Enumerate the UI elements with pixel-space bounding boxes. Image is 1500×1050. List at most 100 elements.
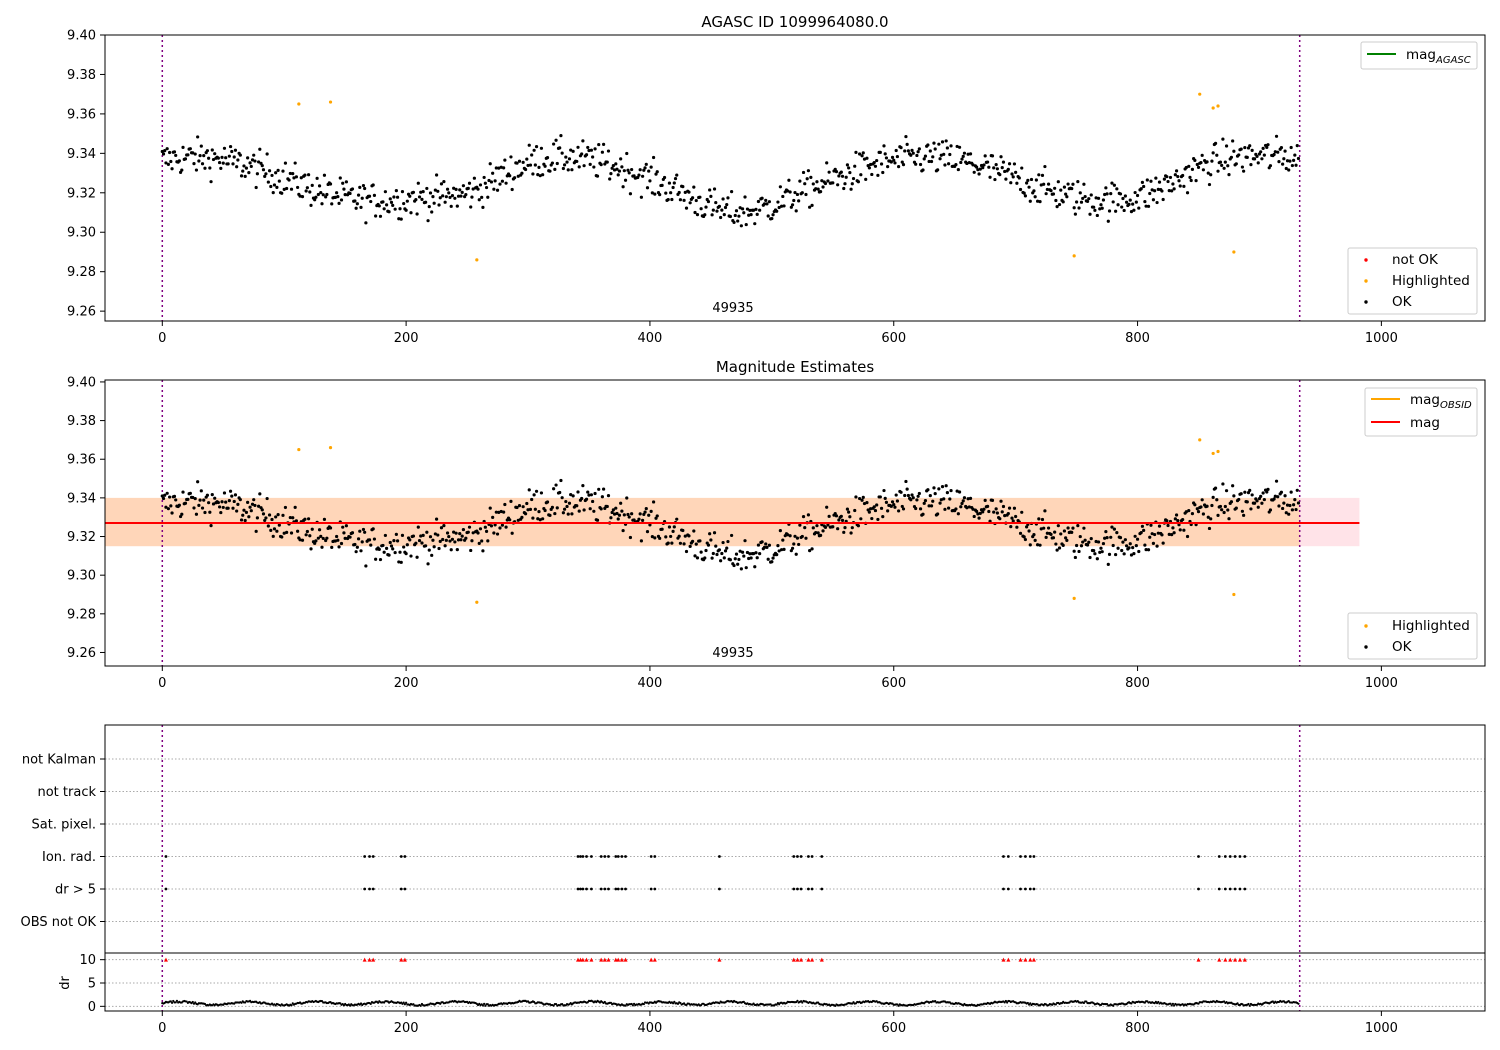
- p1-ok-point: [508, 174, 512, 178]
- p2-ok-point: [1213, 486, 1218, 490]
- legend-highlighted-marker: [1364, 279, 1368, 283]
- p2-ok-point: [537, 510, 541, 514]
- p1-ok-point: [643, 166, 647, 170]
- p2-ok-point: [1276, 495, 1280, 499]
- p1-ok-point: [805, 177, 809, 181]
- p2-ok-point: [494, 510, 498, 514]
- p1-ok-point: [947, 162, 951, 166]
- p1-ok-point: [1103, 192, 1107, 197]
- p2-ok-point: [455, 547, 459, 552]
- p2-ok-point: [834, 514, 839, 518]
- p2-ok-point: [369, 543, 373, 547]
- p1-ok-point: [776, 200, 780, 204]
- p2-ok-point: [293, 505, 297, 509]
- p1-ok-point: [472, 176, 476, 180]
- p1-ok-point: [1199, 161, 1203, 165]
- p1-ok-point: [620, 165, 624, 169]
- flag-point: [164, 855, 168, 858]
- p3-xtick-label: 1000: [1365, 1021, 1398, 1036]
- p1-ok-point: [1118, 192, 1123, 196]
- p1-ok-point: [1085, 199, 1090, 204]
- p1-ok-point: [575, 159, 579, 164]
- p1-ok-point: [809, 175, 813, 179]
- p1-ytick-label: 9.30: [67, 226, 96, 241]
- p1-ok-point: [1106, 219, 1110, 223]
- p2-ok-point: [233, 493, 238, 497]
- p2-ok-point: [224, 500, 228, 504]
- p1-ok-point: [1014, 170, 1018, 174]
- p2-ok-point: [339, 541, 344, 546]
- p1-ok-point: [235, 165, 239, 169]
- p1-ok-point: [239, 174, 244, 178]
- p2-ok-point: [739, 567, 743, 571]
- p2-ok-point: [775, 552, 779, 557]
- p1-ok-point: [1243, 145, 1247, 150]
- p1-ok-point: [962, 151, 967, 155]
- p2-ok-point: [936, 512, 940, 516]
- p2-ok-point: [847, 510, 851, 514]
- p1-ok-point: [1071, 182, 1075, 186]
- p1-ok-point: [1232, 149, 1236, 153]
- p1-ok-point: [348, 191, 352, 196]
- p2-ok-point: [1092, 549, 1096, 553]
- p2-ok-point: [806, 513, 811, 517]
- p1-ok-point: [1098, 207, 1102, 211]
- p1-ok-point: [658, 193, 662, 197]
- p2-ok-point: [1085, 543, 1090, 547]
- p2-ok-point: [1144, 548, 1148, 552]
- p2-ok-point: [172, 494, 177, 499]
- p2-ok-point: [282, 531, 286, 535]
- p2-ok-point: [558, 490, 562, 495]
- p1-ok-point: [811, 182, 815, 186]
- dr-point: [484, 1004, 487, 1007]
- p1-ok-point: [884, 156, 889, 160]
- p2-ok-point: [281, 513, 285, 517]
- p1-ok-point: [692, 185, 696, 189]
- p2-ok-point: [1087, 540, 1091, 544]
- p1-ok-point: [188, 147, 192, 151]
- p2-ok-point: [1284, 511, 1288, 515]
- flag-point: [616, 855, 620, 858]
- p1-ok-point: [258, 147, 262, 151]
- p2-ok-point: [1088, 555, 1092, 560]
- p1-ok-point: [414, 198, 418, 202]
- dr-over-limit-marker: [819, 957, 824, 962]
- p1-ytick-label: 9.40: [67, 29, 96, 44]
- p1-ok-point: [437, 203, 441, 207]
- p1-ok-point: [536, 173, 540, 177]
- p2-ok-point: [651, 500, 656, 504]
- p2-ok-point: [1078, 534, 1082, 539]
- p2-ok-point: [733, 557, 737, 561]
- p1-ok-point: [1223, 160, 1227, 164]
- flag-point: [653, 855, 657, 858]
- p1-ok-point: [683, 190, 687, 194]
- p2-ok-point: [567, 501, 572, 505]
- flag-point: [620, 855, 624, 858]
- p1-ok-point: [265, 152, 269, 156]
- p2-ok-point: [789, 549, 793, 553]
- p1-ok-point: [714, 200, 718, 205]
- p1-ok-point: [328, 182, 333, 186]
- flag-point: [1223, 855, 1227, 858]
- p1-ok-point: [492, 187, 496, 191]
- flag-row-label: Sat. pixel.: [32, 818, 96, 833]
- p1-ok-point: [610, 166, 614, 170]
- p1-ok-point: [160, 149, 164, 154]
- p2-ok-point: [1109, 535, 1113, 539]
- p2-ok-point: [1200, 498, 1204, 502]
- p2-ok-point: [842, 530, 846, 534]
- p2-ok-point: [886, 509, 890, 513]
- p2-highlighted-point: [1232, 592, 1236, 597]
- flag-point: [579, 855, 582, 858]
- p1-ok-point: [433, 188, 437, 192]
- p2-ok-point: [1287, 512, 1291, 516]
- p1-ok-point: [1154, 176, 1158, 180]
- p1-ok-point: [988, 175, 992, 179]
- p1-ok-point: [497, 166, 501, 170]
- p2-ok-point: [543, 508, 547, 513]
- p2-ok-point: [414, 541, 418, 545]
- p1-ok-point: [361, 183, 366, 188]
- p1-ok-point: [944, 139, 948, 143]
- p1-ok-point: [660, 183, 664, 187]
